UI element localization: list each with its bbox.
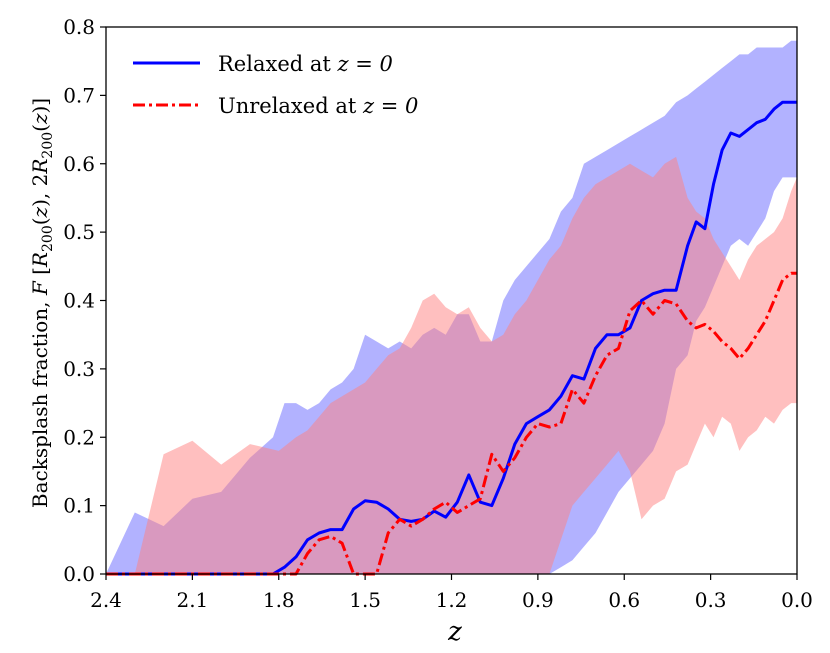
x-tick-label: 0.3 — [695, 588, 727, 612]
x-tick-label: 0.6 — [608, 588, 640, 612]
y-tick-label: 0.6 — [63, 152, 95, 176]
unrelaxed-line — [106, 271, 797, 576]
y-tick-label: 0.2 — [63, 425, 95, 449]
series-lines — [106, 100, 797, 576]
x-axis-ticks: 2.4 2.1 1.8 1.5 1.2 0.9 0.6 0.3 0.0 — [90, 574, 813, 612]
y-tick-label: 0.0 — [63, 562, 95, 586]
y-tick-label: 0.8 — [63, 15, 95, 39]
y-axis-ticks: 0.0 0.1 0.2 0.3 0.4 0.5 0.6 0.7 0.8 — [63, 15, 106, 586]
legend-label-unrelaxed: Unrelaxed at z = 0 — [218, 94, 418, 118]
x-tick-label: 2.4 — [90, 588, 122, 612]
y-tick-label: 0.4 — [63, 289, 95, 313]
x-tick-label: 1.2 — [436, 588, 468, 612]
y-axis-label: Backsplash fraction, F [R200(z), 2R200(z… — [28, 98, 56, 508]
x-tick-label: 0.0 — [781, 588, 813, 612]
y-tick-label: 0.7 — [63, 83, 95, 107]
y-tick-label: 0.1 — [63, 494, 95, 518]
shaded-bands — [106, 40, 797, 574]
legend: Relaxed at z = 0 Unrelaxed at z = 0 — [133, 52, 418, 118]
x-tick-label: 0.9 — [522, 588, 554, 612]
x-axis-label: z — [447, 617, 462, 647]
x-tick-label: 2.1 — [176, 588, 208, 612]
relaxed-line — [106, 100, 797, 576]
y-tick-label: 0.3 — [63, 357, 95, 381]
unrelaxed-band — [106, 156, 797, 574]
y-tick-label: 0.5 — [63, 220, 95, 244]
x-tick-label: 1.5 — [349, 588, 381, 612]
legend-label-relaxed: Relaxed at z = 0 — [218, 52, 393, 76]
x-tick-label: 1.8 — [263, 588, 295, 612]
